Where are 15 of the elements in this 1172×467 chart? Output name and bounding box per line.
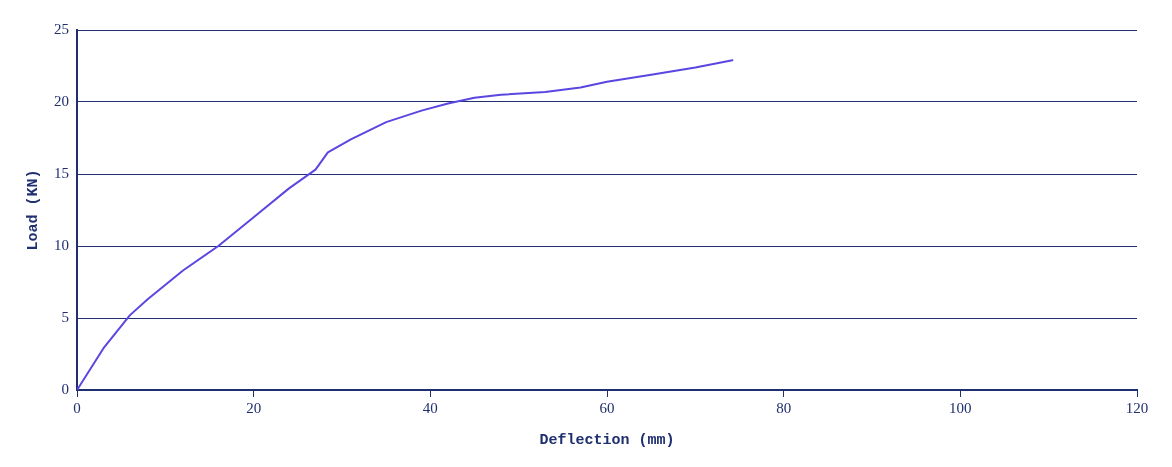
y-tick-label: 0	[61, 380, 69, 397]
x-axis-title: Deflection (mm)	[539, 431, 675, 449]
x-tick-label: 80	[776, 399, 792, 416]
y-tick-label: 5	[61, 308, 69, 325]
y-axis-title: Load (KN)	[24, 169, 42, 251]
x-tick-label: 20	[246, 399, 262, 416]
y-tick-label: 10	[54, 236, 69, 253]
x-tick-label: 60	[599, 399, 615, 416]
x-tick-label: 100	[949, 399, 972, 416]
y-tick-label: 20	[54, 92, 69, 109]
x-tick-label: 40	[422, 399, 438, 416]
y-tick-label: 25	[54, 20, 69, 37]
x-tick-label: 0	[73, 399, 81, 416]
y-tick-label: 15	[54, 164, 69, 181]
x-tick-label: 120	[1125, 399, 1149, 416]
